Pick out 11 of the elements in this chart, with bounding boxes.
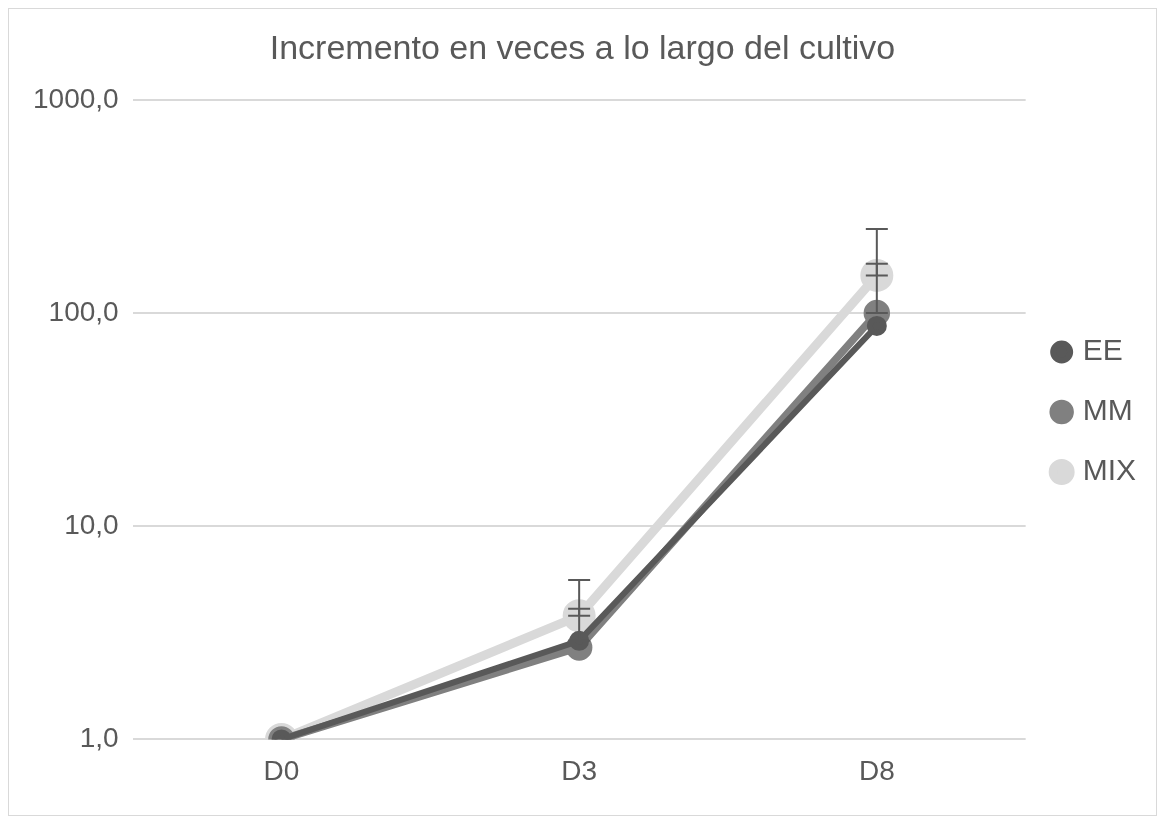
chart-title: Incremento en veces a lo largo del cultivo — [269, 27, 896, 66]
x-tick-label: D0 — [263, 754, 300, 786]
y-tick-label: 1,0 — [79, 722, 119, 754]
x-tick-label: D3 — [561, 754, 598, 786]
legend-label: MIX — [1082, 453, 1137, 487]
y-tick-label: 10,0 — [64, 508, 119, 540]
y-tick-label: 1000,0 — [33, 82, 119, 114]
legend-label: EE — [1082, 333, 1123, 367]
x-tick-label: D8 — [858, 754, 895, 786]
legend-label: MM — [1082, 393, 1133, 427]
y-tick-label: 100,0 — [48, 295, 119, 327]
